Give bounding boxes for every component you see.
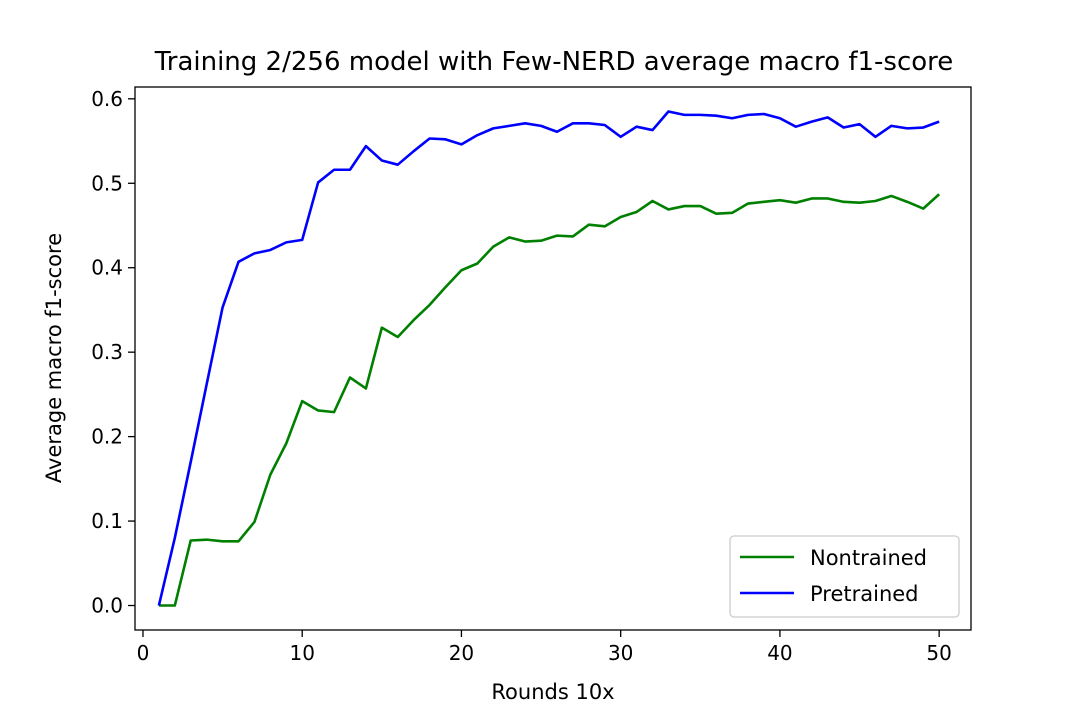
y-tick-label: 0.2 [91,425,123,449]
x-axis-ticks: 0 10 20 30 40 50 [137,630,952,665]
series-lines [157,110,941,607]
legend-label-pretrained: Pretrained [810,582,919,606]
y-axis-label: Average macro f1-score [42,233,66,483]
legend-label-nontrained: Nontrained [810,546,927,570]
series-line-pretrained [157,110,940,606]
y-tick-label: 0.3 [91,340,123,364]
y-tick-label: 0.1 [91,509,123,533]
y-tick-label: 0.6 [91,87,123,111]
legend: Nontrained Pretrained [729,535,960,618]
x-tick-label: 40 [767,641,792,665]
x-tick-label: 20 [449,641,474,665]
x-tick-label: 30 [608,641,633,665]
chart-title: Training 2/256 model with Few-NERD avera… [154,47,954,77]
x-tick-label: 50 [926,641,951,665]
y-tick-label: 0.0 [91,594,123,618]
x-tick-label: 10 [289,641,314,665]
series-line-nontrained [158,193,941,607]
y-tick-label: 0.5 [91,171,123,195]
plot-frame [134,86,972,631]
x-axis-label: Rounds 10x [491,680,614,704]
y-axis-ticks: 0.0 0.1 0.2 0.3 0.4 0.5 0.6 [91,87,135,618]
y-tick-label: 0.4 [91,256,123,280]
x-tick-label: 0 [137,641,150,665]
